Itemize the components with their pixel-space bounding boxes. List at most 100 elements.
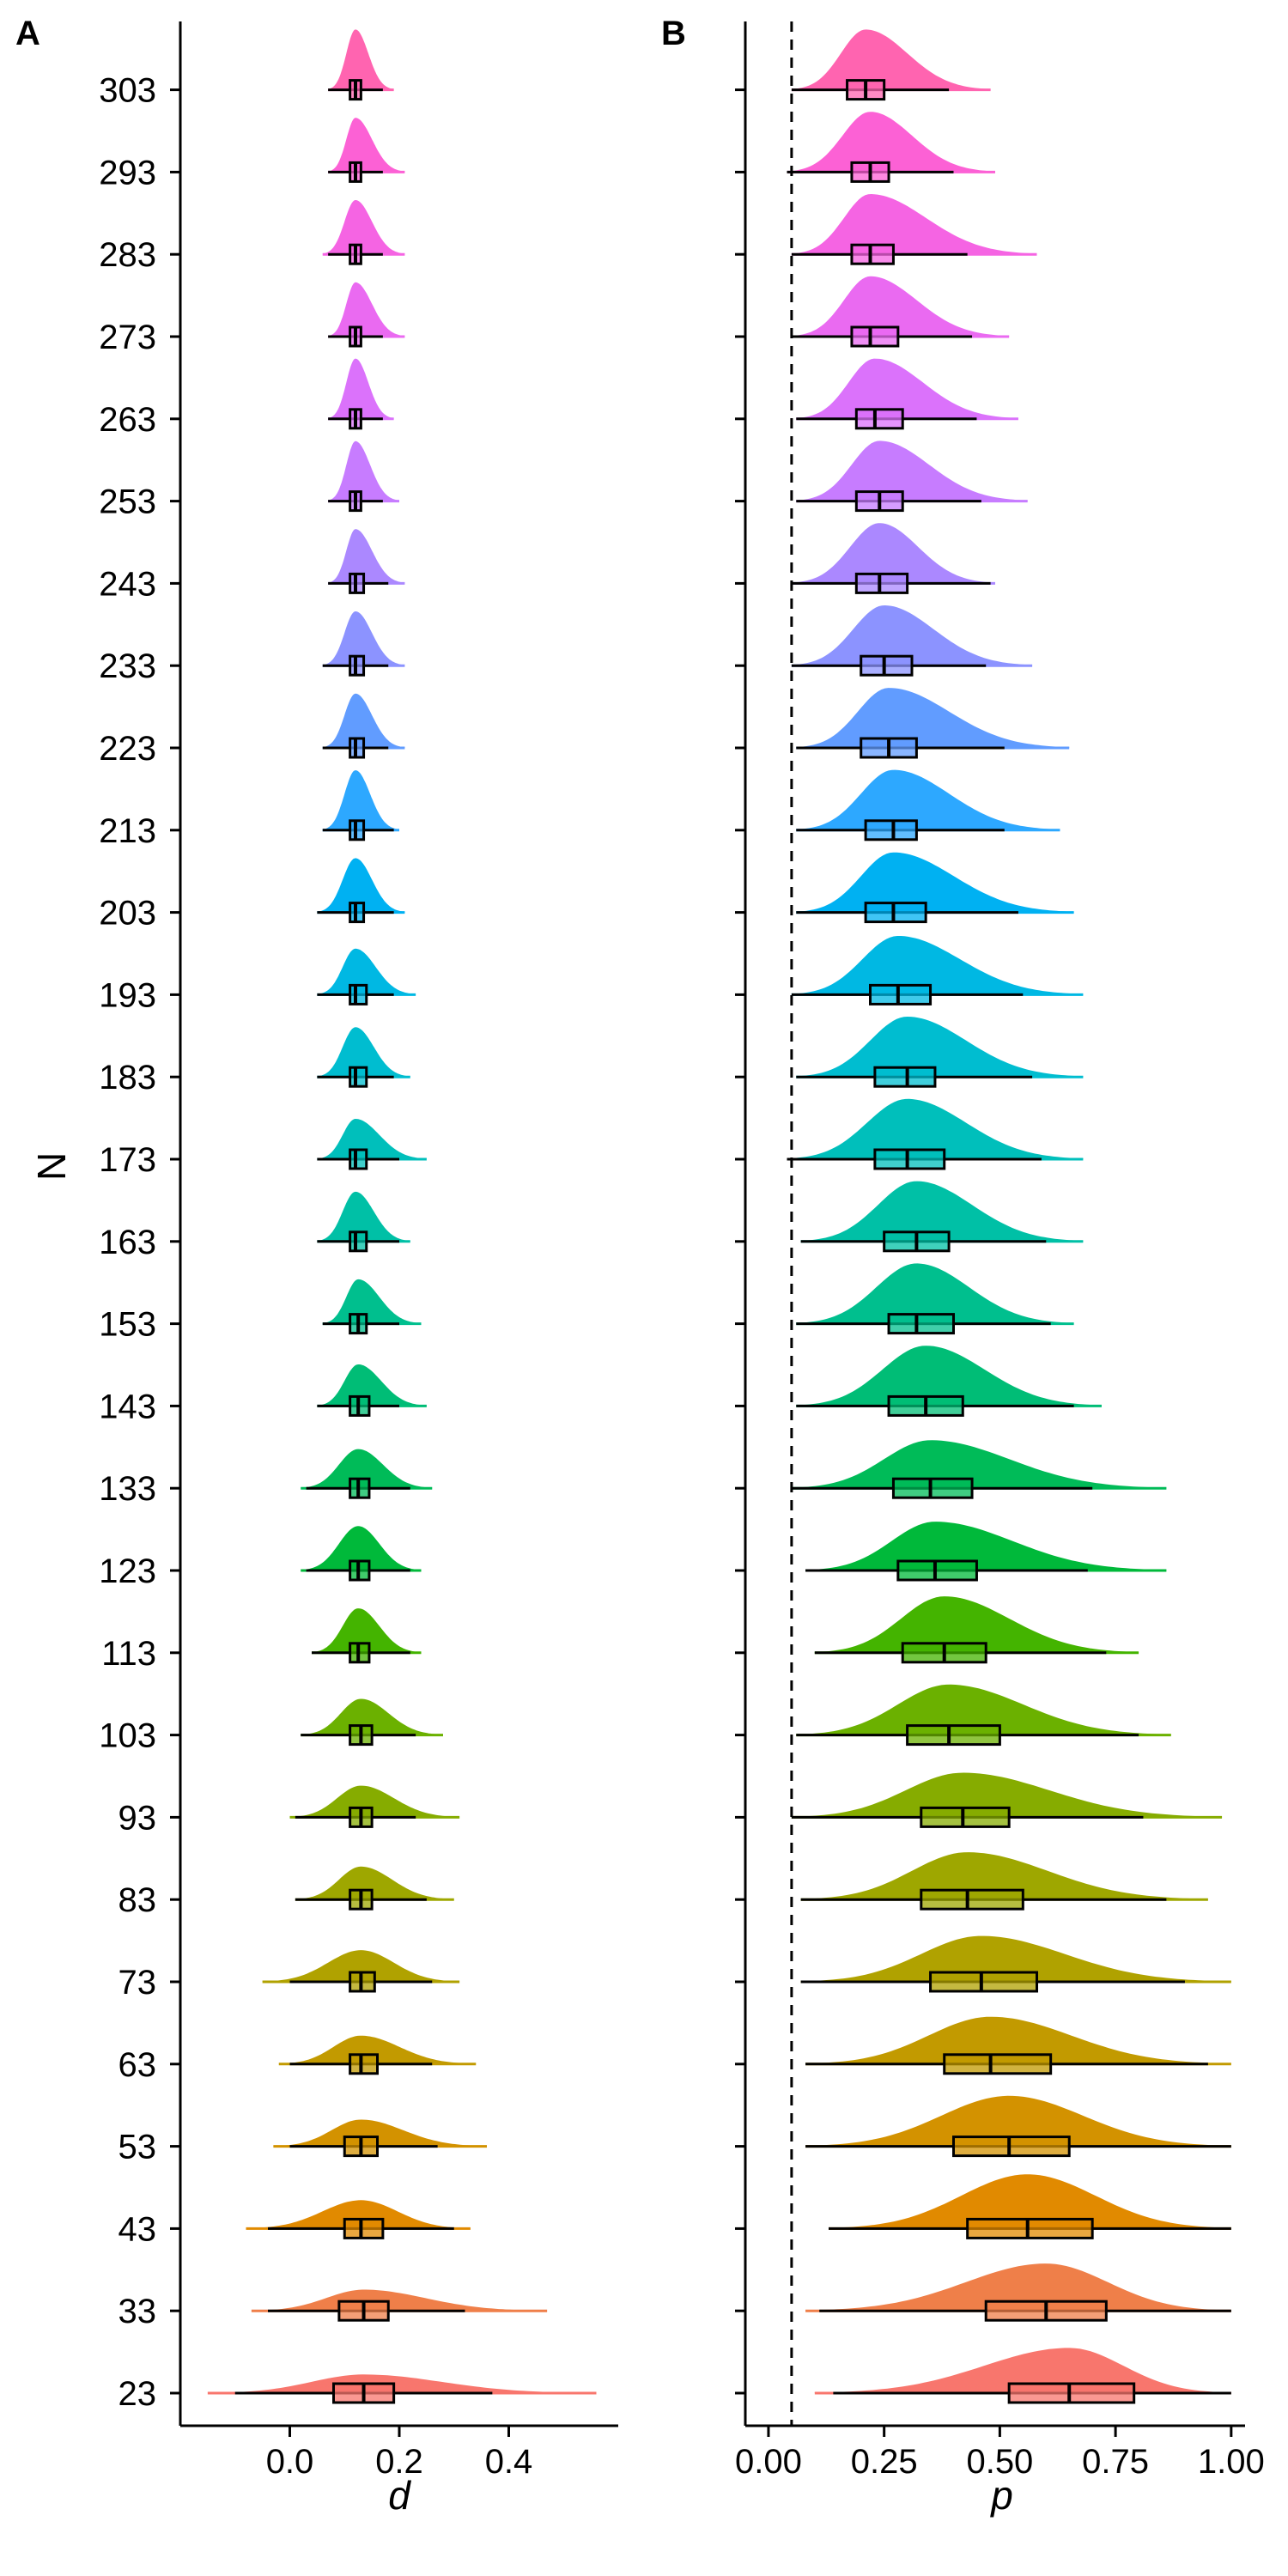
y-tick-label: 133 xyxy=(99,1470,156,1508)
y-tick-label: 163 xyxy=(99,1224,156,1261)
y-tick-label: 283 xyxy=(99,236,156,274)
panel-a-marks xyxy=(207,29,597,2404)
density-ridge xyxy=(317,948,416,995)
distribution-n53 xyxy=(805,2095,1231,2158)
iqr-box xyxy=(891,1477,974,1499)
distribution-n133 xyxy=(791,1440,1167,1499)
density-ridge xyxy=(322,611,405,666)
panel-b-x-axis-title: p xyxy=(989,2473,1013,2518)
distribution-n273 xyxy=(328,282,405,348)
density-ridge xyxy=(207,2374,597,2393)
distribution-n113 xyxy=(814,1596,1139,1664)
panel-a-x-ticks: 0.0 0.2 0.4 xyxy=(266,2426,533,2481)
density-ridge xyxy=(796,769,1060,830)
density-ridge xyxy=(328,529,405,584)
panel-b-x-ticks: 0.00 0.25 0.50 0.75 1.00 xyxy=(735,2426,1265,2481)
x-tick-label: 0.25 xyxy=(851,2443,918,2481)
distribution-n23 xyxy=(207,2374,597,2404)
iqr-box xyxy=(864,819,918,841)
y-tick-label: 113 xyxy=(101,1635,156,1673)
density-ridge xyxy=(295,1866,454,1900)
density-ridge xyxy=(246,2200,471,2229)
panel-b-p-distributions: B 0.00 0.25 0.50 0.75 1.00 p xyxy=(661,15,1265,2518)
iqr-box xyxy=(920,1888,1024,1911)
distribution-n263 xyxy=(328,358,394,430)
distribution-n213 xyxy=(322,770,399,841)
distribution-n153 xyxy=(796,1263,1074,1335)
distribution-n153 xyxy=(322,1279,422,1335)
y-tick-label: 223 xyxy=(99,730,156,768)
density-ridge xyxy=(317,1191,410,1242)
density-ridge xyxy=(787,1098,1084,1159)
y-tick-label: 103 xyxy=(99,1717,156,1755)
density-ridge xyxy=(289,1785,460,1818)
density-ridge xyxy=(800,1181,1084,1242)
distribution-n103 xyxy=(796,1684,1171,1747)
iqr-box xyxy=(349,1148,368,1170)
y-tick-label: 243 xyxy=(99,565,156,603)
y-tick-label: 23 xyxy=(118,2375,157,2413)
density-ridge xyxy=(317,1027,410,1078)
distribution-n123 xyxy=(301,1526,422,1582)
density-ridge xyxy=(312,1608,422,1653)
iqr-box xyxy=(943,2053,1053,2075)
x-tick-label: 0.75 xyxy=(1082,2443,1149,2481)
distribution-n33 xyxy=(805,2263,1231,2322)
density-ridge xyxy=(317,1119,427,1159)
y-tick-label: 303 xyxy=(99,72,156,110)
density-ridge xyxy=(796,440,1028,501)
y-tick-label: 203 xyxy=(99,895,156,933)
distribution-n253 xyxy=(796,440,1028,513)
distribution-n143 xyxy=(796,1346,1102,1417)
y-tick-label: 173 xyxy=(99,1141,156,1179)
distribution-n73 xyxy=(800,1935,1231,1993)
distribution-n143 xyxy=(317,1364,427,1417)
density-ridge xyxy=(796,1263,1074,1324)
y-tick-labels: 23 33 43 53 63 73 83 93 103 113 123 133 143 153 163 173… xyxy=(99,72,180,2413)
density-ridge xyxy=(800,1935,1231,1982)
distribution-n173 xyxy=(787,1098,1084,1170)
distribution-n243 xyxy=(328,529,405,594)
iqr-box xyxy=(864,902,927,924)
x-tick-label: 1.00 xyxy=(1198,2443,1265,2481)
distribution-n283 xyxy=(791,194,1037,265)
density-ridge xyxy=(796,852,1074,913)
density-ridge xyxy=(328,282,405,337)
distribution-n163 xyxy=(317,1191,410,1253)
distribution-n43 xyxy=(829,2174,1231,2239)
density-ridge xyxy=(251,2289,548,2312)
iqr-box xyxy=(896,1559,978,1582)
iqr-box xyxy=(920,1806,1011,1828)
y-tick-label: 233 xyxy=(99,647,156,685)
y-tick-label: 263 xyxy=(99,401,156,439)
density-ridge xyxy=(262,1950,460,1982)
density-ridge xyxy=(791,605,1033,666)
distribution-n223 xyxy=(322,693,405,759)
distribution-n23 xyxy=(814,2348,1231,2404)
distribution-n113 xyxy=(312,1608,422,1664)
distribution-n263 xyxy=(796,358,1018,430)
iqr-box xyxy=(850,243,895,265)
x-tick-label: 0.4 xyxy=(485,2443,533,2481)
density-ridge xyxy=(322,693,405,748)
density-ridge xyxy=(829,2174,1231,2229)
density-ridge xyxy=(273,2119,487,2147)
density-ridge xyxy=(791,276,1010,337)
panel-a-d-distributions: A N 23 33 43 53 63 73 83 93 103 113 123 133 143 153 16… xyxy=(15,15,618,2518)
density-ridge xyxy=(301,1698,443,1735)
y-tick-label: 273 xyxy=(99,319,156,356)
x-tick-label: 0.00 xyxy=(735,2443,802,2481)
iqr-box xyxy=(349,1230,368,1253)
distribution-n203 xyxy=(796,852,1074,924)
distribution-n103 xyxy=(301,1698,443,1747)
distribution-n83 xyxy=(800,1852,1208,1911)
density-ridge xyxy=(796,688,1070,748)
iqr-box xyxy=(349,983,368,1005)
density-ridge xyxy=(791,1440,1167,1489)
distribution-n173 xyxy=(317,1119,427,1170)
density-ridge xyxy=(328,118,405,173)
y-tick-label: 63 xyxy=(118,2046,157,2084)
iqr-box xyxy=(349,2053,379,2075)
distribution-n303 xyxy=(791,29,991,101)
